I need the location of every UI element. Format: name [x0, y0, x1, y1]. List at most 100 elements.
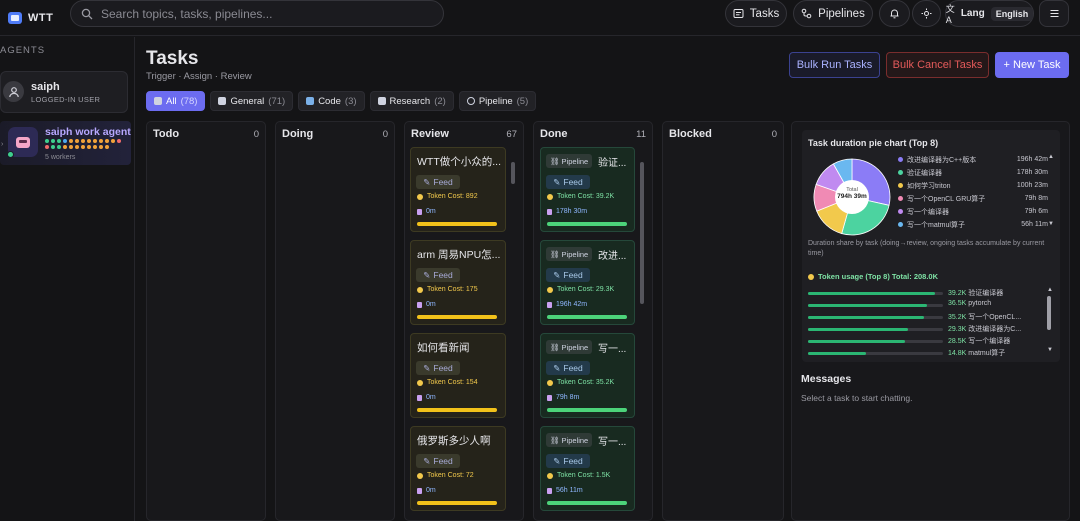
feed-label: Feed [433, 270, 453, 280]
side-panel: Task duration pie chart (Top 8) Total 79… [791, 121, 1070, 521]
feed-tag[interactable]: ✎ Feed [546, 361, 590, 375]
feed-tag[interactable]: ✎ Feed [546, 175, 590, 189]
nav-pipelines-button[interactable]: Pipelines [793, 0, 873, 27]
legend-item: 写一个matmul算子 56h 11m [898, 219, 1048, 230]
chevron-right-icon[interactable]: › [1, 141, 4, 148]
new-task-button[interactable]: + New Task [995, 52, 1069, 78]
chat-icon [218, 97, 227, 105]
app-logo[interactable]: WTT [8, 11, 68, 24]
token-usage-row: 28.5K 写一个编译器 [808, 335, 1044, 346]
pie-chart-title: Task duration pie chart (Top 8) [808, 138, 939, 148]
nav-tasks-button[interactable]: Tasks [725, 0, 787, 27]
token-usage-row: 35.2K 写一个OpenCL... [808, 311, 1044, 322]
coin-icon [417, 286, 423, 293]
filter-code[interactable]: Code (3) [298, 91, 365, 111]
token-usage-value: 14.8K matmul算子 [948, 350, 1006, 357]
task-card[interactable]: 俄罗斯多少人啊 ✎ Feed Token Cost: 72 0m [410, 426, 506, 511]
timer-icon [547, 208, 552, 215]
user-card[interactable]: saiph LOGGED-IN USER [0, 71, 128, 113]
filter-bar: All (78) General (71) Code (3) Research (2) … [146, 91, 537, 111]
token-usage-row: 36.5K pytorch [808, 299, 1044, 310]
task-card[interactable]: arm 周易NPU怎... ✎ Feed Token Cost: 175 0m [410, 240, 506, 325]
legend-item: 写一个编译器 79h 6m [898, 206, 1048, 217]
feed-label: Feed [433, 363, 453, 373]
bell-icon [890, 9, 899, 19]
feed-tag[interactable]: ✎ Feed [546, 268, 590, 282]
pipeline-chip[interactable]: ⛓ Pipeline [546, 340, 593, 354]
filter-label: General [230, 95, 265, 107]
hamburger-icon [1050, 10, 1058, 17]
filter-all[interactable]: All (78) [146, 91, 206, 111]
duration: 79h 8m [547, 394, 579, 401]
status-bar [417, 501, 497, 505]
agent-workers: 5 workers [45, 154, 76, 161]
feed-icon: ✎ [423, 176, 431, 187]
token-cost-text: Token Cost: 29.3K [557, 286, 615, 293]
task-card[interactable]: ⛓ Pipeline 写一... ✎ Feed Token Cost: 35.2K … [540, 333, 635, 418]
menu-button[interactable] [1039, 0, 1069, 27]
link-icon: ⛓ [550, 435, 560, 445]
feed-tag[interactable]: ✎ Feed [416, 268, 460, 282]
token-cost: Token Cost: 892 [417, 193, 478, 200]
pipeline-chip[interactable]: ⛓ Pipeline [546, 154, 593, 168]
column-count: 67 [506, 129, 517, 140]
coin-icon [547, 193, 553, 200]
search-bar[interactable] [70, 0, 444, 27]
bulk-run-button[interactable]: Bulk Run Tasks [789, 52, 880, 78]
token-usage-value: 35.2K 写一个OpenCL... [948, 314, 1022, 321]
pipeline-chip[interactable]: ⛓ Pipeline [546, 433, 593, 447]
link-icon: ⛓ [550, 342, 560, 352]
task-title: 验证... [598, 158, 627, 169]
bulk-cancel-button[interactable]: Bulk Cancel Tasks [886, 52, 989, 78]
search-input[interactable] [101, 6, 421, 21]
token-usage-task: 验证编译器 [968, 290, 1004, 297]
token-cost-text: Token Cost: 154 [427, 379, 478, 386]
sun-icon [921, 8, 932, 19]
token-usage-value: 28.5K 写一个编译器 [948, 338, 1011, 345]
coin-icon [417, 193, 423, 200]
task-card[interactable]: ⛓ Pipeline 改进... ✎ Feed Token Cost: 29.3K … [540, 240, 635, 325]
pie-chart-note: Duration share by task (doing→review, on… [808, 240, 1045, 257]
token-scroll-up-icon[interactable]: ▲ [1047, 287, 1053, 293]
filter-research[interactable]: Research (2) [369, 91, 454, 111]
done-scrollbar[interactable] [640, 162, 644, 304]
feed-tag[interactable]: ✎ Feed [416, 175, 460, 189]
task-title: 写一... [598, 437, 627, 448]
agent-card[interactable]: › saiph work agent 5 workers [0, 121, 131, 165]
notifications-button[interactable] [879, 0, 910, 27]
link-icon: ⛓ [550, 156, 560, 166]
task-card[interactable]: ⛓ Pipeline 写一... ✎ Feed Token Cost: 1.5K 5… [540, 426, 635, 511]
feed-tag[interactable]: ✎ Feed [416, 361, 460, 375]
theme-toggle-button[interactable] [912, 0, 941, 27]
language-button[interactable]: 文A Lang English [945, 0, 1034, 27]
token-list-scrollbar[interactable] [1047, 296, 1051, 330]
task-card[interactable]: WTT做个小众的... ✎ Feed Token Cost: 892 0m [410, 147, 506, 232]
task-card[interactable]: 如何看新闻 ✎ Feed Token Cost: 154 0m [410, 333, 506, 418]
status-bar [417, 315, 497, 319]
filter-label: Pipeline [478, 95, 513, 107]
avatar [3, 81, 24, 102]
review-scrollbar[interactable] [511, 162, 515, 184]
duration-text: 56h 11m [556, 487, 583, 494]
status-bar [547, 408, 627, 412]
legend-scroll-up-icon[interactable]: ▲ [1048, 154, 1054, 160]
token-scroll-down-icon[interactable]: ▼ [1047, 347, 1053, 353]
column-title: Done [540, 128, 568, 140]
pipeline-chip[interactable]: ⛓ Pipeline [546, 247, 593, 261]
feed-tag[interactable]: ✎ Feed [416, 454, 460, 468]
legend-scroll-down-icon[interactable]: ▼ [1048, 221, 1054, 227]
timer-icon [417, 301, 422, 308]
token-usage-task: 写一个OpenCL... [968, 314, 1022, 321]
token-usage-value: 39.2K 验证编译器 [948, 290, 1004, 297]
translate-icon: 文A [945, 4, 955, 25]
code-icon [306, 97, 315, 105]
filter-general[interactable]: General (71) [210, 91, 294, 111]
token-bar-fill [808, 340, 906, 343]
user-name: saiph [31, 81, 60, 93]
token-cost: Token Cost: 72 [417, 472, 474, 479]
coin-icon [547, 472, 553, 479]
task-card[interactable]: ⛓ Pipeline 验证... ✎ Feed Token Cost: 39.2K … [540, 147, 635, 232]
filter-pipeline[interactable]: Pipeline (5) [458, 91, 537, 111]
status-bar [547, 315, 627, 319]
feed-tag[interactable]: ✎ Feed [546, 454, 590, 468]
